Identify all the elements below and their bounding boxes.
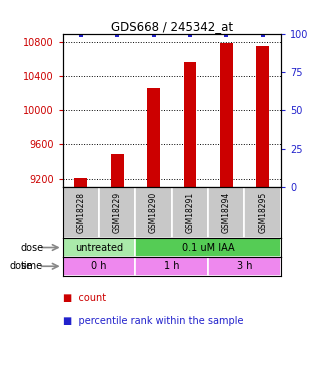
- Bar: [63, 238, 135, 257]
- Bar: [135, 257, 208, 276]
- Bar: [208, 257, 281, 276]
- Text: 0.1 uM IAA: 0.1 uM IAA: [182, 243, 234, 252]
- Bar: [63, 257, 135, 276]
- Bar: [99, 187, 135, 238]
- Bar: [245, 187, 281, 238]
- Text: untreated: untreated: [75, 243, 123, 252]
- Text: time: time: [21, 261, 43, 271]
- Bar: [147, 88, 160, 187]
- Text: GSM18228: GSM18228: [76, 192, 85, 233]
- Bar: [184, 62, 196, 187]
- Bar: [135, 187, 172, 238]
- Bar: [63, 187, 99, 238]
- Text: dose: dose: [10, 261, 33, 271]
- Bar: [74, 178, 87, 187]
- Text: GSM18229: GSM18229: [113, 192, 122, 233]
- Text: GSM18290: GSM18290: [149, 192, 158, 233]
- Text: 0 h: 0 h: [91, 261, 107, 271]
- Text: ■  percentile rank within the sample: ■ percentile rank within the sample: [63, 316, 243, 326]
- Text: GSM18294: GSM18294: [222, 192, 231, 233]
- Text: ■  count: ■ count: [63, 293, 106, 303]
- Bar: [172, 187, 208, 238]
- Text: 1 h: 1 h: [164, 261, 179, 271]
- Text: dose: dose: [21, 243, 44, 252]
- Bar: [220, 43, 233, 187]
- Bar: [111, 154, 124, 187]
- Bar: [208, 187, 245, 238]
- Text: 3 h: 3 h: [237, 261, 252, 271]
- Title: GDS668 / 245342_at: GDS668 / 245342_at: [111, 20, 233, 33]
- Bar: [135, 238, 281, 257]
- Text: GSM18291: GSM18291: [186, 192, 195, 233]
- Bar: [256, 46, 269, 187]
- Text: GSM18295: GSM18295: [258, 192, 267, 233]
